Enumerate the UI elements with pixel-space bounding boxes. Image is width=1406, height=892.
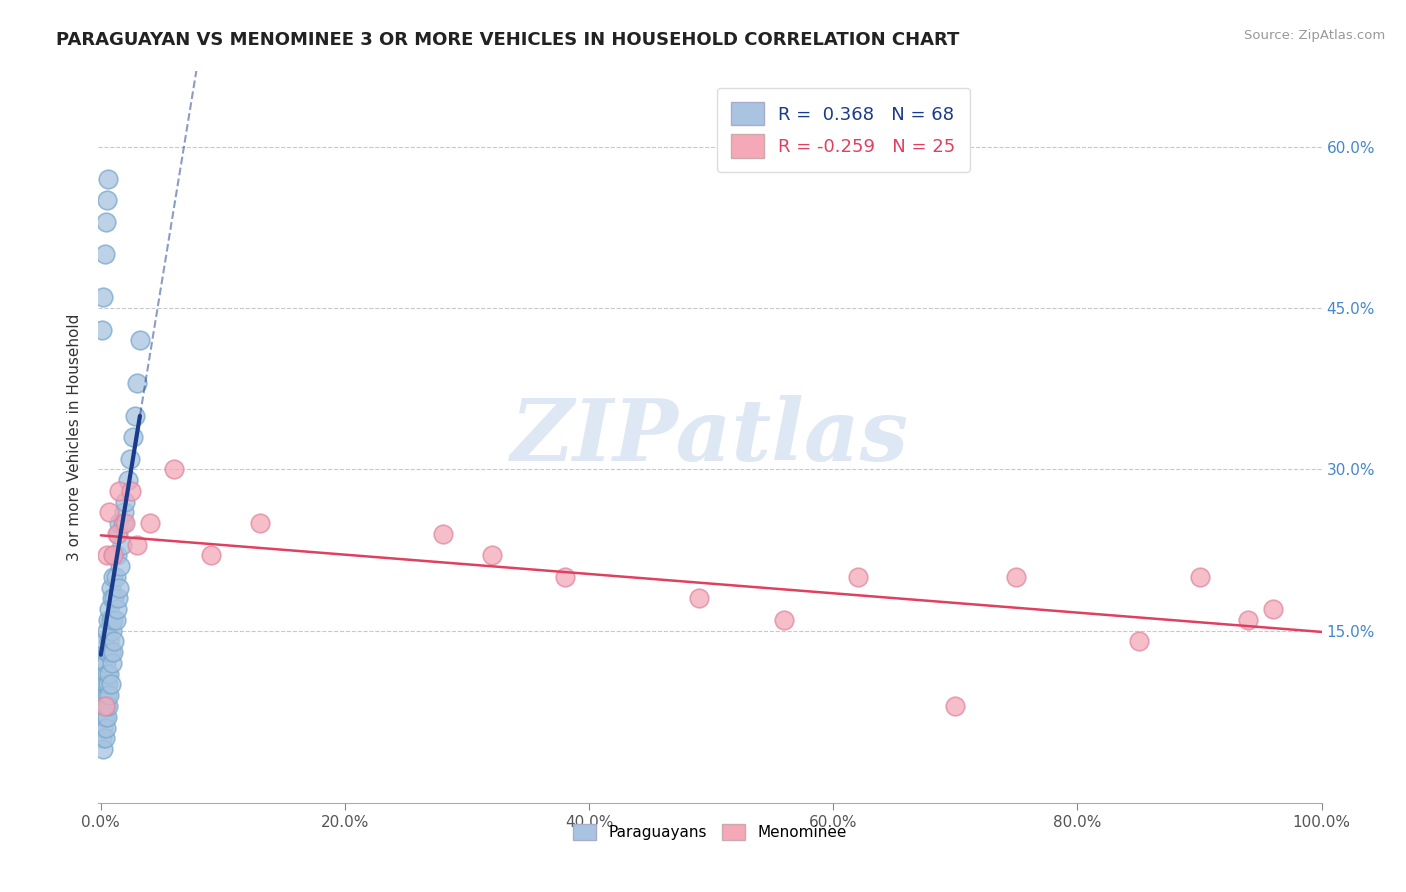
Point: [93, 710, 115, 724]
Point: [120, 483, 142, 498]
Point: [105, 549, 128, 563]
Point: [481, 549, 503, 563]
Point: [96, 645, 118, 659]
Point: [432, 527, 454, 541]
Point: [112, 505, 135, 519]
Point: [101, 645, 124, 659]
Point: [91, 731, 114, 746]
Point: [96, 688, 118, 702]
Point: [94, 656, 117, 670]
Point: [93, 634, 115, 648]
Point: [111, 516, 134, 530]
Point: [100, 677, 122, 691]
Point: [96, 624, 118, 638]
Point: [97, 677, 120, 691]
Point: [101, 656, 124, 670]
Point: [91, 688, 114, 702]
Point: [1261, 602, 1284, 616]
Point: [98, 634, 121, 648]
Point: [103, 591, 125, 606]
Point: [91, 721, 114, 735]
Point: [98, 602, 121, 616]
Point: [96, 710, 118, 724]
Point: [96, 194, 118, 208]
Point: [100, 581, 122, 595]
Point: [107, 527, 129, 541]
Point: [945, 698, 967, 713]
Point: [108, 516, 131, 530]
Point: [93, 677, 115, 691]
Point: [93, 247, 115, 261]
Point: [98, 688, 121, 702]
Point: [688, 591, 710, 606]
Point: [93, 731, 115, 746]
Point: [96, 549, 118, 563]
Point: [101, 613, 124, 627]
Point: [97, 613, 120, 627]
Point: [101, 549, 124, 563]
Point: [110, 538, 132, 552]
Point: [91, 710, 114, 724]
Point: [554, 570, 576, 584]
Point: [114, 516, 136, 530]
Point: [846, 570, 869, 584]
Point: [91, 742, 114, 756]
Point: [114, 494, 136, 508]
Point: [117, 473, 139, 487]
Text: PARAGUAYAN VS MENOMINEE 3 OR MORE VEHICLES IN HOUSEHOLD CORRELATION CHART: PARAGUAYAN VS MENOMINEE 3 OR MORE VEHICL…: [56, 31, 960, 49]
Point: [93, 656, 115, 670]
Point: [105, 527, 128, 541]
Point: [127, 538, 149, 552]
Point: [110, 559, 132, 574]
Point: [91, 698, 114, 713]
Point: [97, 698, 120, 713]
Point: [94, 698, 117, 713]
Legend: Paraguayans, Menominee: Paraguayans, Menominee: [567, 817, 853, 847]
Point: [104, 570, 127, 584]
Point: [108, 483, 131, 498]
Point: [1188, 570, 1211, 584]
Point: [100, 645, 122, 659]
Point: [138, 516, 160, 530]
Point: [1005, 570, 1028, 584]
Point: [101, 624, 124, 638]
Text: Source: ZipAtlas.com: Source: ZipAtlas.com: [1244, 29, 1385, 42]
Point: [127, 376, 149, 391]
Y-axis label: 3 or more Vehicles in Household: 3 or more Vehicles in Household: [67, 313, 83, 561]
Point: [120, 451, 142, 466]
Point: [94, 677, 117, 691]
Point: [105, 602, 128, 616]
Text: ZIPatlas: ZIPatlas: [510, 395, 910, 479]
Point: [101, 549, 124, 563]
Point: [124, 409, 146, 423]
Point: [91, 290, 114, 304]
Point: [98, 505, 121, 519]
Point: [101, 570, 124, 584]
Point: [104, 613, 127, 627]
Point: [103, 549, 125, 563]
Point: [1128, 634, 1150, 648]
Point: [108, 581, 131, 595]
Point: [94, 215, 117, 229]
Point: [94, 721, 117, 735]
Point: [93, 688, 115, 702]
Point: [101, 591, 124, 606]
Point: [93, 698, 115, 713]
Point: [200, 549, 222, 563]
Point: [91, 322, 114, 336]
Point: [249, 516, 271, 530]
Point: [773, 613, 796, 627]
Point: [96, 666, 118, 681]
Point: [121, 430, 143, 444]
Point: [129, 333, 152, 347]
Point: [107, 591, 129, 606]
Point: [97, 172, 120, 186]
Point: [100, 613, 122, 627]
Point: [1237, 613, 1260, 627]
Point: [103, 634, 125, 648]
Point: [97, 645, 120, 659]
Point: [163, 462, 186, 476]
Point: [98, 666, 121, 681]
